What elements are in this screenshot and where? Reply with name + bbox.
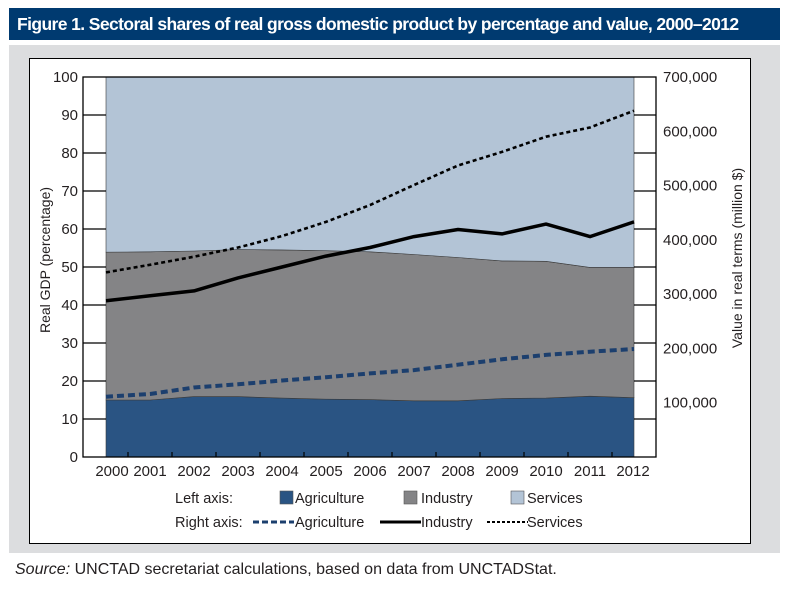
- left-tick-label: 70: [61, 183, 78, 200]
- legend-right-axis-label: Right axis:: [175, 515, 243, 531]
- left-axis-ticks: 0 10 20 30 40 50 60 70 80 90 100: [53, 69, 106, 466]
- legend: Left axis: Agriculture Industry Services…: [175, 490, 583, 531]
- area-agriculture: [105, 395, 635, 458]
- x-axis-ticks: 2000 2001 2002 2003 2004 2005 2006 2007 2008 2009…: [95, 452, 650, 480]
- line-industry: [105, 220, 635, 303]
- source-note: Source: UNCTAD secretariat calculations,…: [15, 561, 557, 579]
- right-tick-label: 300,000: [663, 286, 717, 303]
- legend-right-agriculture: Agriculture: [295, 515, 364, 531]
- left-tick-label: 80: [61, 145, 78, 162]
- left-tick-label: 40: [61, 297, 78, 314]
- x-tick-label: 2002: [177, 463, 210, 480]
- x-tick-label: 2000: [95, 463, 128, 480]
- area-industry: [105, 249, 635, 402]
- source-text: UNCTAD secretariat calculations, based o…: [70, 561, 557, 578]
- x-tick-label: 2012: [616, 463, 649, 480]
- line-agriculture: [105, 347, 635, 399]
- right-tick-label: 600,000: [663, 123, 717, 140]
- right-axis-ticks: 100,000 200,000 300,000 400,000 500,000 600,0…: [634, 69, 717, 420]
- left-tick-label: 0: [70, 449, 78, 466]
- left-tick-label: 60: [61, 221, 78, 238]
- legend-left-services: Services: [527, 491, 583, 507]
- left-tick-label: 30: [61, 335, 78, 352]
- right-tick-label: 500,000: [663, 178, 717, 195]
- stacked-areas: [105, 76, 635, 458]
- legend-swatch-services: [510, 490, 525, 505]
- right-axis-title: Value in real terms (million $): [729, 168, 745, 348]
- right-tick-label: 700,000: [663, 69, 717, 86]
- x-tick-label: 2009: [485, 463, 518, 480]
- figure-title: Figure 1. Sectoral shares of real gross …: [9, 8, 780, 40]
- legend-left-industry: Industry: [421, 491, 473, 507]
- legend-left-agriculture: Agriculture: [295, 491, 364, 507]
- legend-swatch-agriculture: [279, 490, 294, 505]
- x-tick-label: 2008: [441, 463, 474, 480]
- legend-left-axis-label: Left axis:: [175, 491, 233, 507]
- area-services: [105, 76, 635, 268]
- legend-right-industry: Industry: [421, 515, 473, 531]
- left-tick-label: 90: [61, 107, 78, 124]
- x-tick-label: 2005: [309, 463, 342, 480]
- source-label: Source:: [15, 561, 71, 578]
- right-tick-label: 200,000: [663, 340, 717, 357]
- x-tick-label: 2011: [574, 463, 606, 480]
- x-tick-label: 2004: [265, 463, 298, 480]
- x-tick-label: 2010: [529, 463, 562, 480]
- right-tick-label: 400,000: [663, 232, 717, 249]
- x-tick-label: 2001: [133, 463, 166, 480]
- left-axis-title: Real GDP (percentage): [37, 187, 53, 333]
- legend-right-services: Services: [527, 515, 583, 531]
- x-tick-label: 2006: [353, 463, 386, 480]
- left-tick-label: 100: [53, 69, 78, 86]
- line-services: [105, 109, 635, 274]
- value-lines: [105, 109, 635, 399]
- right-tick-label: 100,000: [663, 395, 717, 412]
- legend-swatch-industry: [403, 490, 418, 505]
- left-tick-label: 10: [61, 411, 78, 428]
- left-tick-label: 20: [61, 373, 78, 390]
- x-tick-label: 2007: [397, 463, 430, 480]
- x-tick-label: 2003: [221, 463, 254, 480]
- left-tick-label: 50: [61, 259, 78, 276]
